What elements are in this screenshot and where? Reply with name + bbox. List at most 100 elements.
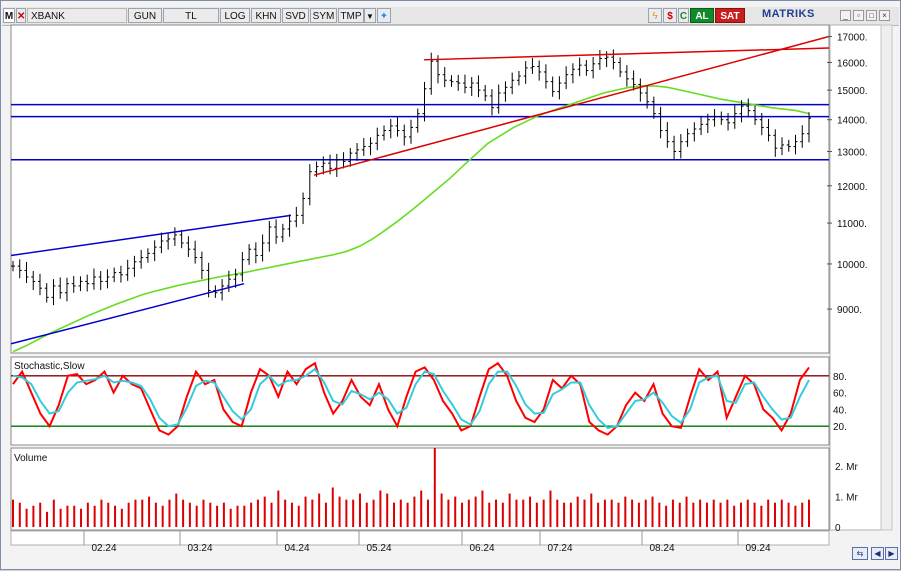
volume-bar [685, 496, 688, 527]
volume-bar [549, 490, 552, 527]
month-label: 03.24 [187, 543, 212, 554]
volume-bar [569, 502, 572, 527]
volume-bar [168, 499, 171, 527]
volume-bar [379, 490, 382, 527]
volume-bar [420, 490, 423, 527]
price-tick-label: 14000. [837, 116, 868, 127]
volume-bar [52, 499, 55, 527]
currency-icon[interactable]: $ [663, 8, 677, 23]
volume-bar [563, 502, 566, 527]
volume-bar [644, 499, 647, 527]
volume-bar [39, 502, 42, 527]
volume-bar [236, 505, 239, 527]
price-tick-label: 13000. [837, 147, 868, 158]
month-label: 06.24 [469, 543, 494, 554]
menu-button[interactable]: M [3, 8, 15, 23]
volume-bar [773, 502, 776, 527]
volume-bar [127, 502, 130, 527]
volume-bar [216, 505, 219, 527]
volume-bar [726, 499, 729, 527]
volume-bar [746, 499, 749, 527]
volume-bar [631, 499, 634, 527]
scroll-right-icon[interactable]: ▶ [885, 547, 898, 560]
volume-bar [692, 502, 695, 527]
volume-bar [229, 508, 232, 527]
volume-bar [508, 493, 511, 527]
volume-bar [284, 499, 287, 527]
log-scale-button[interactable]: LOG [220, 8, 250, 23]
chevron-down-icon[interactable]: ▼ [364, 8, 376, 23]
volume-bar [597, 502, 600, 527]
currency-button[interactable]: TL [163, 8, 219, 23]
volume-bar [120, 508, 123, 527]
volume-bar [658, 502, 661, 527]
volume-bar [440, 493, 443, 527]
volume-bar [161, 505, 164, 527]
volume-bar [501, 502, 504, 527]
volume-bar [461, 502, 464, 527]
volume-bar [73, 505, 76, 527]
price-tick-label: 9000. [837, 305, 862, 316]
lightning-icon[interactable]: ϟ [648, 8, 662, 23]
volume-bar [699, 499, 702, 527]
volume-bar [386, 493, 389, 527]
stochastic-tick-label: 80. [833, 372, 847, 383]
volume-tick-label: 0 [835, 523, 841, 534]
volume-bar [331, 487, 334, 527]
month-label: 05.24 [366, 543, 391, 554]
close-symbol-icon[interactable]: ✕ [16, 8, 26, 23]
volume-bar [318, 493, 321, 527]
volume-bar [345, 499, 348, 527]
volume-bar [134, 499, 137, 527]
sync-icon[interactable]: ⇆ [852, 547, 868, 560]
buy-button[interactable]: AL [690, 8, 714, 23]
refresh-icon[interactable]: C [678, 8, 689, 23]
price-tick-label: 11000. [837, 219, 867, 230]
volume-bar [202, 499, 205, 527]
sell-button[interactable]: SAT [715, 8, 745, 23]
volume-bar [270, 502, 273, 527]
stochastic-tick-label: 40. [833, 405, 847, 416]
volume-bar [250, 502, 253, 527]
price-tick-label: 17000. [837, 32, 868, 43]
volume-bar [80, 508, 83, 527]
volume-bar [610, 499, 613, 527]
volume-bar [263, 496, 266, 527]
volume-bar [467, 499, 470, 527]
volume-bar [651, 496, 654, 527]
volume-bar [107, 502, 110, 527]
volume-bar [637, 502, 640, 527]
twitter-icon[interactable]: ✦ [377, 8, 391, 23]
maximize-icon[interactable]: □ [866, 10, 877, 21]
volume-bar [488, 502, 491, 527]
volume-bar [141, 499, 144, 527]
scroll-left-icon[interactable]: ◀ [871, 547, 884, 560]
trend-line [11, 214, 292, 257]
vertical-scrollbar[interactable] [880, 24, 893, 531]
period-button[interactable]: GUN [128, 8, 162, 23]
sym-button[interactable]: SYM [310, 8, 337, 23]
price-tick-label: 16000. [837, 58, 868, 69]
volume-bar [801, 502, 804, 527]
symbol-field[interactable]: XBANK [27, 8, 127, 23]
month-label: 04.24 [284, 543, 309, 554]
volume-bar [18, 502, 21, 527]
volume-bar [209, 502, 212, 527]
volume-bar [277, 490, 280, 527]
tmp-button[interactable]: TMP [338, 8, 364, 23]
volume-bar [222, 502, 225, 527]
stochastic-title: Stochastic,Slow [14, 361, 85, 372]
khn-button[interactable]: KHN [251, 8, 281, 23]
volume-bar [447, 499, 450, 527]
volume-bar [515, 499, 518, 527]
stochastic-line [12, 367, 810, 429]
volume-bar [372, 499, 375, 527]
restore-icon[interactable]: ▫ [853, 10, 864, 21]
svd-button[interactable]: SVD [282, 8, 309, 23]
volume-bar [406, 502, 409, 527]
minimize-icon[interactable]: _ [840, 10, 851, 21]
volume-tick-label: 2. Mr [835, 462, 858, 473]
trend-line [313, 35, 829, 176]
window-close-icon[interactable]: × [879, 10, 890, 21]
